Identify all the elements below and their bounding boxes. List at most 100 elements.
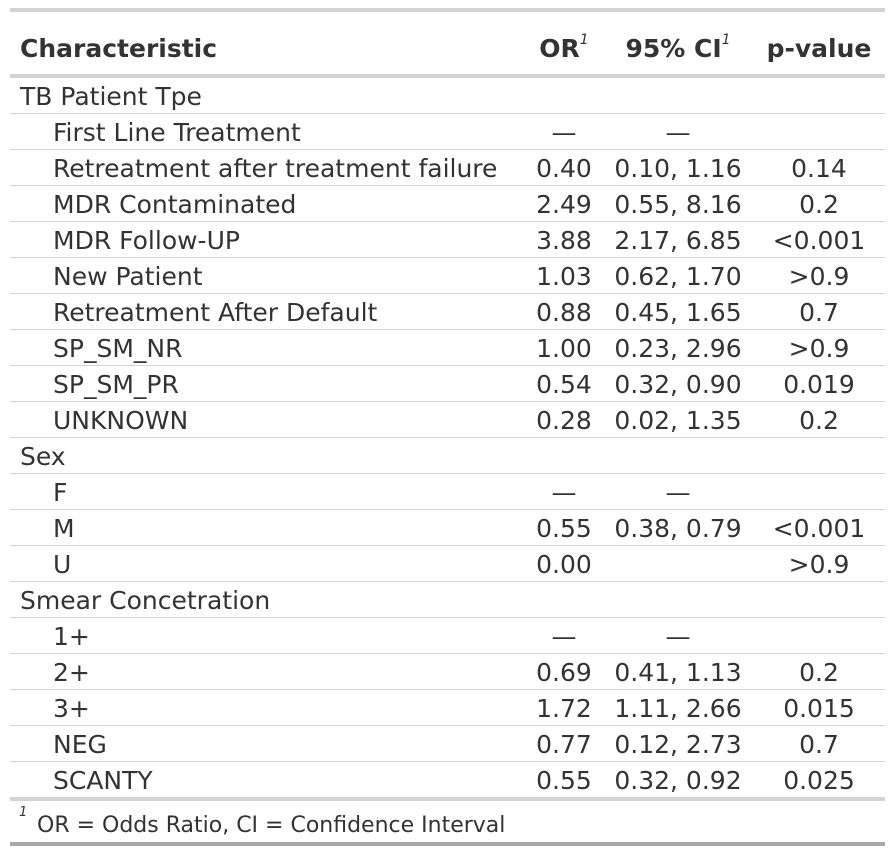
odds-ratio-value: 1.00 <box>536 334 592 363</box>
table-top-rule <box>10 8 885 12</box>
table-row: MDR Contaminated 2.49 0.55, 8.16 0.2 <box>10 186 885 222</box>
confidence-interval-value <box>608 546 748 581</box>
p-value: 0.2 <box>799 190 839 219</box>
group-label: Sex <box>20 442 66 471</box>
odds-ratio-value: 0.40 <box>536 154 592 183</box>
row-label: M <box>53 514 75 543</box>
p-value: 0.7 <box>799 298 839 327</box>
table-row: New Patient 1.03 0.62, 1.70 >0.9 <box>10 258 885 294</box>
odds-ratio-value: 0.88 <box>536 298 592 327</box>
p-value: 0.015 <box>783 694 855 723</box>
row-label: New Patient <box>53 262 203 291</box>
row-label: U <box>53 550 72 579</box>
row-label: Retreatment after treatment failure <box>53 154 498 183</box>
odds-ratio-value: 3.88 <box>536 226 592 255</box>
row-label: MDR Contaminated <box>53 190 297 219</box>
footnote-marker: 1 <box>19 805 28 820</box>
confidence-interval-value: 0.02, 1.35 <box>614 406 742 435</box>
odds-ratio-value: 0.54 <box>536 370 592 399</box>
confidence-interval-value: 0.41, 1.13 <box>614 658 742 687</box>
p-value: 0.019 <box>783 370 855 399</box>
odds-ratio-value: 0.28 <box>536 406 592 435</box>
confidence-interval-value: 0.45, 1.65 <box>614 298 742 327</box>
table-row: SP_SM_PR 0.54 0.32, 0.90 0.019 <box>10 366 885 402</box>
header-or: OR1 <box>539 31 589 63</box>
odds-ratio-value: 1.03 <box>536 262 592 291</box>
table-row: Retreatment after treatment failure 0.40 0… <box>10 150 885 186</box>
confidence-interval-value: 0.32, 0.92 <box>614 766 742 795</box>
row-label: Retreatment After Default <box>53 298 378 327</box>
table-row: SCANTY 0.55 0.32, 0.92 0.025 <box>10 762 885 797</box>
group-label: TB Patient Tpe <box>20 82 202 111</box>
confidence-interval-value: 0.55, 8.16 <box>614 190 742 219</box>
odds-ratio-value: 0.55 <box>536 766 592 795</box>
odds-ratio-value: — <box>551 478 577 507</box>
p-value: 0.2 <box>799 658 839 687</box>
table-row: First Line Treatment — — <box>10 114 885 150</box>
p-value <box>755 474 883 509</box>
header-pvalue: p-value <box>766 34 872 63</box>
row-label: F <box>53 478 68 507</box>
table-row: 3+ 1.72 1.11, 2.66 0.015 <box>10 690 885 726</box>
table-row: MDR Follow-UP 3.88 2.17, 6.85 <0.001 <box>10 222 885 258</box>
odds-ratio-value: 2.49 <box>536 190 592 219</box>
table-row: 2+ 0.69 0.41, 1.13 0.2 <box>10 654 885 690</box>
p-value: >0.9 <box>788 334 850 363</box>
table-row: SP_SM_NR 1.00 0.23, 2.96 >0.9 <box>10 330 885 366</box>
odds-ratio-value: 0.55 <box>536 514 592 543</box>
group-row: Smear Concetration <box>10 582 885 618</box>
confidence-interval-value: — <box>665 118 691 147</box>
table-row: Retreatment After Default 0.88 0.45, 1.65 0… <box>10 294 885 330</box>
footnote-text: OR = Odds Ratio, CI = Confidence Interva… <box>37 813 506 838</box>
table-end-rule <box>10 842 885 846</box>
odds-ratio-value: 1.72 <box>536 694 592 723</box>
table-row: UNKNOWN 0.28 0.02, 1.35 0.2 <box>10 402 885 438</box>
confidence-interval-value: 0.10, 1.16 <box>614 154 742 183</box>
p-value: 0.2 <box>799 406 839 435</box>
table-row: NEG 0.77 0.12, 2.73 0.7 <box>10 726 885 762</box>
header-rule <box>10 74 885 78</box>
confidence-interval-value: 0.32, 0.90 <box>614 370 742 399</box>
p-value: <0.001 <box>772 514 866 543</box>
row-label: 2+ <box>53 658 90 687</box>
odds-ratio-value: — <box>551 118 577 147</box>
row-label: SCANTY <box>53 766 153 795</box>
table-row: F — — <box>10 474 885 510</box>
odds-ratio-value: 0.00 <box>536 550 592 579</box>
table-row: M 0.55 0.38, 0.79 <0.001 <box>10 510 885 546</box>
table-bottom-rule <box>10 797 885 801</box>
confidence-interval-value: — <box>665 622 691 651</box>
row-label: 1+ <box>53 622 90 651</box>
regression-table: Characteristic OR1 95% CI1 p-value TB Pa… <box>10 8 885 846</box>
p-value: 0.7 <box>799 730 839 759</box>
row-label: 3+ <box>53 694 90 723</box>
confidence-interval-value: 0.12, 2.73 <box>614 730 742 759</box>
group-label: Smear Concetration <box>20 586 271 615</box>
confidence-interval-value: — <box>665 478 691 507</box>
odds-ratio-value: — <box>551 622 577 651</box>
row-label: NEG <box>53 730 107 759</box>
row-label: UNKNOWN <box>53 406 189 435</box>
p-value: 0.025 <box>783 766 855 795</box>
confidence-interval-value: 0.38, 0.79 <box>614 514 742 543</box>
table-header: Characteristic OR1 95% CI1 p-value <box>10 12 885 74</box>
header-ci-footnote-marker: 1 <box>721 31 731 48</box>
odds-ratio-value: 0.69 <box>536 658 592 687</box>
confidence-interval-value: 1.11, 2.66 <box>614 694 742 723</box>
p-value: >0.9 <box>788 262 850 291</box>
p-value: 0.14 <box>791 154 847 183</box>
header-characteristic: Characteristic <box>20 34 218 63</box>
table-body: TB Patient Tpe First Line Treatment — — Retr… <box>10 78 885 797</box>
table-row: 1+ — — <box>10 618 885 654</box>
p-value <box>755 618 883 653</box>
table-footnote: 1 OR = Odds Ratio, CI = Confidence Inter… <box>10 801 885 842</box>
confidence-interval-value: 0.23, 2.96 <box>614 334 742 363</box>
header-ci: 95% CI1 <box>625 31 731 63</box>
row-label: SP_SM_PR <box>53 370 179 399</box>
confidence-interval-value: 0.62, 1.70 <box>614 262 742 291</box>
confidence-interval-value: 2.17, 6.85 <box>614 226 742 255</box>
p-value: >0.9 <box>788 550 850 579</box>
p-value: <0.001 <box>772 226 866 255</box>
group-row: Sex <box>10 438 885 474</box>
group-row: TB Patient Tpe <box>10 78 885 114</box>
